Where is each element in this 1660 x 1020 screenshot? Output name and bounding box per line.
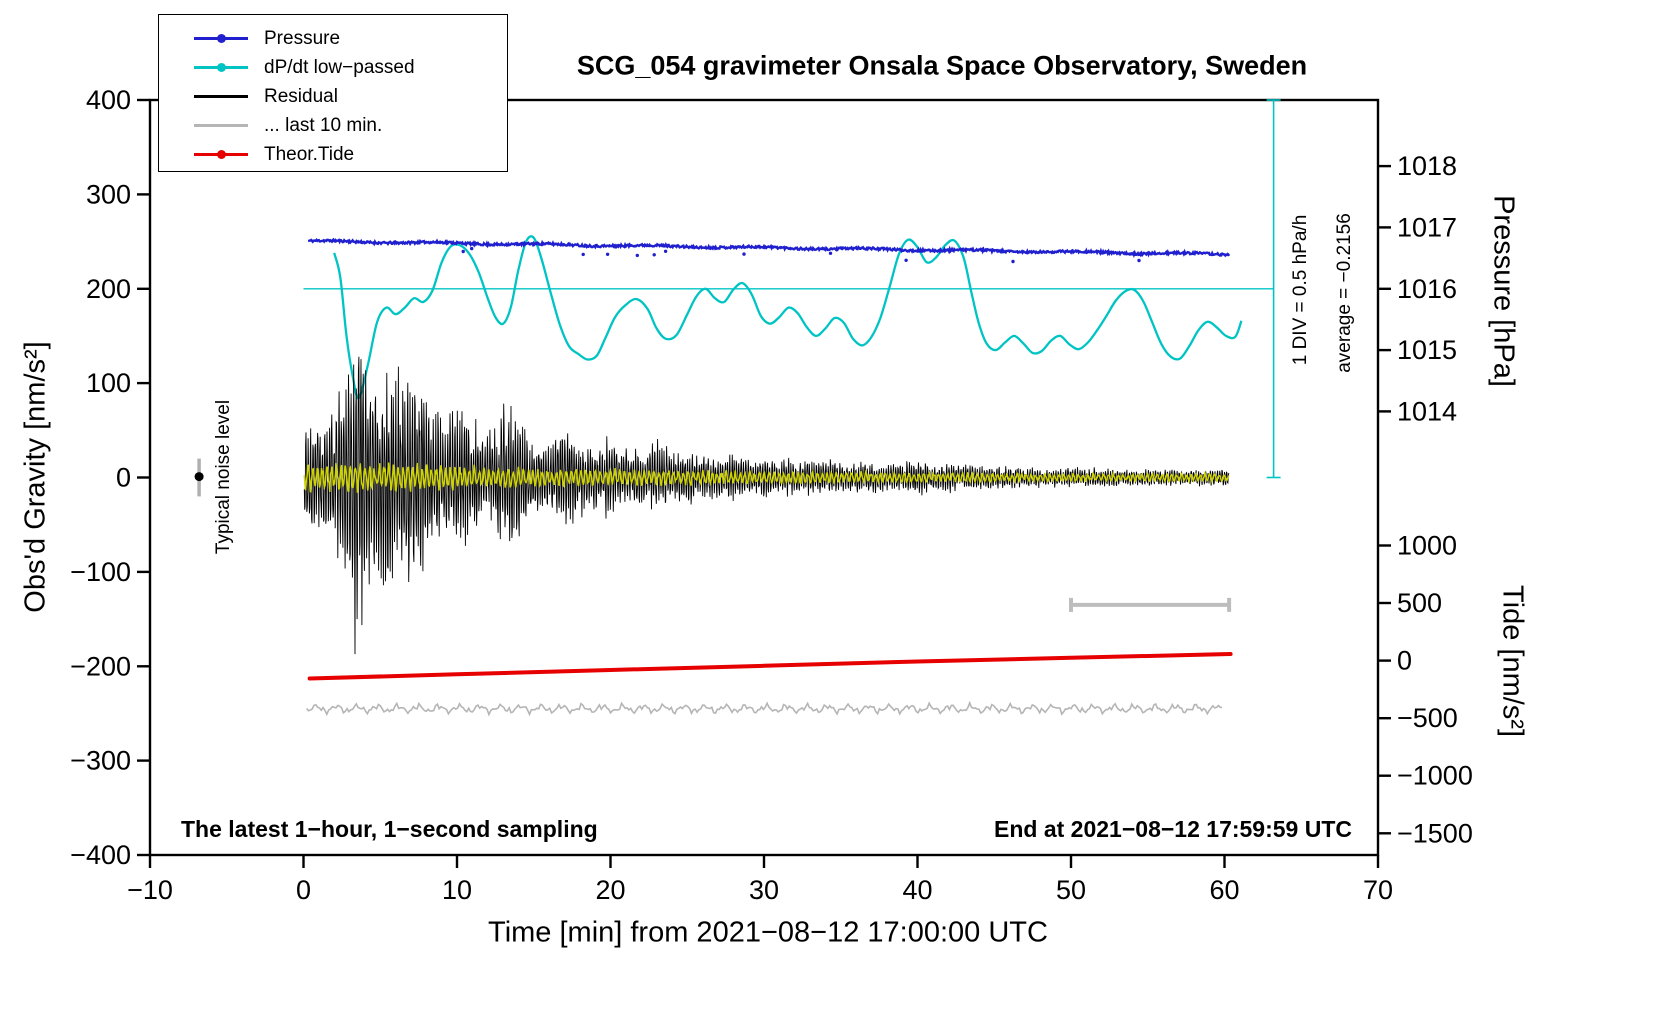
series-dpdt-lowpassed bbox=[333, 235, 1243, 400]
svg-text:400: 400 bbox=[86, 85, 131, 115]
svg-text:0: 0 bbox=[296, 875, 311, 905]
svg-text:−200: −200 bbox=[70, 651, 131, 681]
pressure-axis-label: Pressure [hPa] bbox=[1487, 195, 1520, 387]
svg-text:300: 300 bbox=[86, 179, 131, 209]
tide-axis-ticks: 1000 500 0 −500 −1000 −1500 bbox=[1378, 531, 1473, 848]
svg-text:40: 40 bbox=[902, 875, 932, 905]
dpdt-div-scale-line bbox=[1266, 99, 1281, 479]
svg-text:−300: −300 bbox=[70, 746, 131, 776]
svg-text:−1000: −1000 bbox=[1397, 761, 1473, 791]
typical-noise-level-label: Typical noise level bbox=[213, 399, 234, 555]
svg-text:1015: 1015 bbox=[1397, 335, 1457, 365]
svg-text:−500: −500 bbox=[1397, 703, 1458, 733]
svg-text:1017: 1017 bbox=[1397, 212, 1457, 242]
svg-text:10: 10 bbox=[442, 875, 472, 905]
series-residual-last10 bbox=[305, 700, 1223, 717]
residual-line-marker-icon bbox=[194, 82, 248, 111]
legend: Pressure dP/dt low−passed Residual ... l… bbox=[158, 14, 508, 172]
svg-text:60: 60 bbox=[1209, 875, 1239, 905]
legend-item-residual: Residual bbox=[194, 82, 507, 111]
svg-text:1018: 1018 bbox=[1397, 151, 1457, 181]
svg-text:1016: 1016 bbox=[1397, 274, 1457, 304]
dpdt-line-marker-icon bbox=[194, 53, 248, 82]
svg-text:−1500: −1500 bbox=[1397, 818, 1473, 848]
average-value-label: average = −0.2156 bbox=[1334, 213, 1355, 373]
legend-item-theor-tide: Theor.Tide bbox=[194, 140, 507, 169]
series-residual-lowpassed bbox=[303, 462, 1230, 493]
ten-minute-scalebar bbox=[1069, 597, 1232, 612]
legend-label: Pressure bbox=[264, 27, 341, 49]
svg-text:−10: −10 bbox=[127, 875, 173, 905]
series-residual bbox=[303, 356, 1230, 655]
typical-noise-marker bbox=[194, 458, 204, 497]
svg-text:200: 200 bbox=[86, 274, 131, 304]
legend-item-dpdt: dP/dt low−passed bbox=[194, 53, 507, 82]
legend-item-pressure: Pressure bbox=[194, 24, 507, 53]
svg-text:−100: −100 bbox=[70, 557, 131, 587]
theor-tide-line-marker-icon bbox=[194, 140, 248, 169]
sampling-note: The latest 1−hour, 1−second sampling bbox=[181, 816, 598, 842]
legend-label: ... last 10 min. bbox=[264, 114, 383, 136]
pressure-line-marker-icon bbox=[194, 24, 248, 53]
svg-text:30: 30 bbox=[749, 875, 779, 905]
svg-text:1000: 1000 bbox=[1397, 531, 1457, 561]
legend-label: Theor.Tide bbox=[264, 143, 355, 165]
series-theor-tide bbox=[307, 652, 1233, 681]
chart-title: SCG_054 gravimeter Onsala Space Observat… bbox=[576, 50, 1308, 81]
legend-item-last10: ... last 10 min. bbox=[194, 111, 507, 140]
y-left-axis-label: Obs'd Gravity [nm/s²] bbox=[19, 341, 52, 613]
svg-text:500: 500 bbox=[1397, 588, 1442, 618]
last10-line-marker-icon bbox=[194, 111, 248, 140]
tide-axis-label: Tide [nm/s²] bbox=[1496, 584, 1529, 738]
x-axis-ticks: −10 0 10 20 30 40 50 60 70 bbox=[127, 855, 1393, 905]
pressure-axis-ticks: 1018 1017 1016 1015 1014 bbox=[1378, 151, 1457, 426]
end-time-note: End at 2021−08−12 17:59:59 UTC bbox=[994, 816, 1352, 842]
x-axis-label: Time [min] from 2021−08−12 17:00:00 UTC bbox=[488, 916, 1048, 949]
svg-text:0: 0 bbox=[116, 463, 131, 493]
svg-text:100: 100 bbox=[86, 368, 131, 398]
svg-text:−400: −400 bbox=[70, 840, 131, 870]
legend-label: Residual bbox=[264, 85, 338, 107]
y-left-ticks: −400 −300 −200 −100 0 100 200 300 400 bbox=[70, 85, 150, 870]
svg-text:0: 0 bbox=[1397, 646, 1412, 676]
div-scale-label: 1 DIV = 0.5 hPa/h bbox=[1290, 214, 1311, 366]
svg-text:70: 70 bbox=[1363, 875, 1393, 905]
svg-text:1014: 1014 bbox=[1397, 396, 1457, 426]
svg-text:20: 20 bbox=[595, 875, 625, 905]
series-pressure bbox=[307, 237, 1231, 264]
legend-label: dP/dt low−passed bbox=[264, 56, 415, 78]
svg-text:50: 50 bbox=[1056, 875, 1086, 905]
